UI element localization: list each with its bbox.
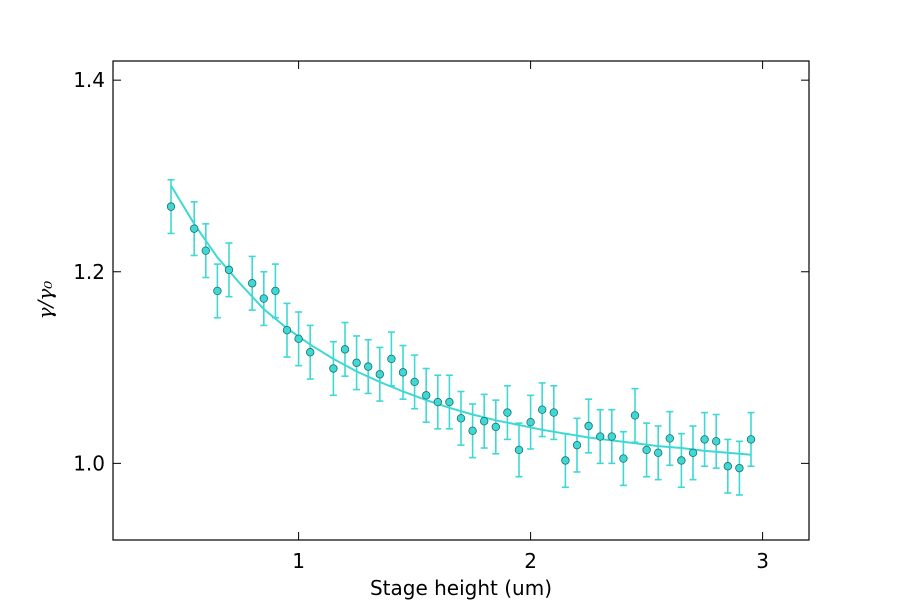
data-point <box>746 435 756 444</box>
y-tick-label: 1.2 <box>73 260 105 284</box>
data-point <box>445 397 454 407</box>
data-point <box>271 286 280 296</box>
data-point <box>364 362 373 371</box>
data-point <box>538 405 547 414</box>
y-tick-label: 1.0 <box>73 451 105 475</box>
data-point <box>352 358 361 367</box>
x-tick-label: 2 <box>524 549 537 573</box>
data-point <box>526 417 535 427</box>
data-point <box>607 432 616 441</box>
data-point <box>340 345 350 354</box>
data-point <box>619 454 628 463</box>
data-point <box>166 202 176 211</box>
data-point <box>468 426 477 435</box>
fit-line <box>170 184 752 456</box>
data-point <box>224 265 234 275</box>
x-tick-label: 3 <box>756 549 769 573</box>
data-point <box>247 279 257 288</box>
data-point <box>642 445 651 455</box>
data-point <box>375 370 384 379</box>
data-point <box>677 456 686 465</box>
data-point <box>549 408 558 417</box>
data-point <box>654 448 663 458</box>
data-point <box>410 377 419 387</box>
data-point <box>596 432 605 441</box>
data-point <box>723 462 732 471</box>
data-point <box>329 364 338 373</box>
y-axis-label: γ/γ₀ <box>33 281 57 320</box>
data-point <box>665 434 674 443</box>
data-point <box>561 456 570 465</box>
data-point <box>572 440 582 450</box>
data-points <box>166 202 756 473</box>
data-point <box>630 411 640 420</box>
data-point <box>294 334 303 344</box>
data-point <box>259 294 268 303</box>
data-point <box>584 421 593 431</box>
data-point <box>306 348 315 357</box>
x-tick-label: 1 <box>292 549 305 573</box>
data-point <box>189 224 199 233</box>
data-point <box>688 448 698 458</box>
data-point <box>491 422 500 432</box>
fit-line-group <box>170 184 752 456</box>
data-point <box>201 246 210 255</box>
data-point <box>398 368 408 377</box>
data-point <box>503 408 512 417</box>
data-point <box>700 435 709 444</box>
x-axis-label: Stage height (um) <box>370 576 552 600</box>
data-point <box>282 325 292 335</box>
data-point <box>456 414 466 423</box>
data-point <box>735 463 744 473</box>
data-point <box>387 354 396 364</box>
data-point <box>433 397 442 407</box>
y-tick-label: 1.4 <box>73 68 105 92</box>
data-point <box>514 445 524 455</box>
ticks: 1 2 3 1.0 1.2 1.4 <box>73 61 809 573</box>
data-point <box>480 417 489 426</box>
data-point <box>712 437 721 446</box>
plot-frame <box>112 60 810 541</box>
data-point <box>213 286 222 296</box>
data-point <box>422 391 431 400</box>
